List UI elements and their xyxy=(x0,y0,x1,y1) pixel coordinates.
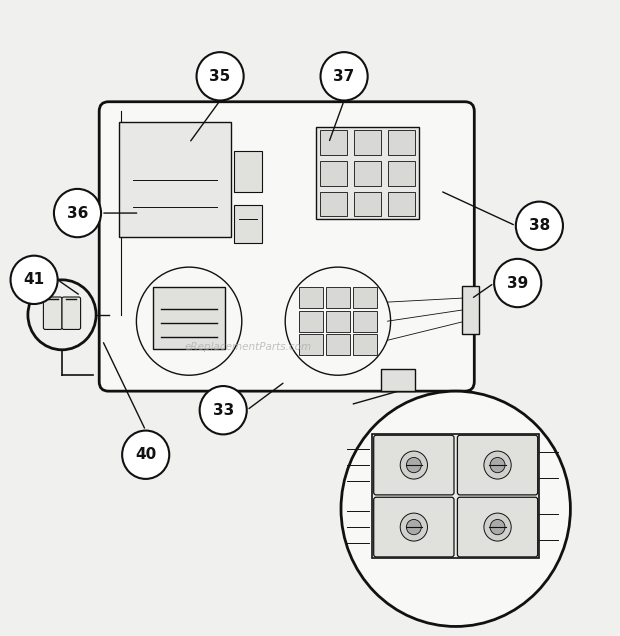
Circle shape xyxy=(490,520,505,535)
Bar xyxy=(353,191,381,216)
Circle shape xyxy=(494,259,541,307)
Circle shape xyxy=(285,267,391,375)
Bar xyxy=(299,334,323,355)
FancyBboxPatch shape xyxy=(153,287,225,349)
FancyBboxPatch shape xyxy=(374,497,454,557)
Bar xyxy=(326,310,350,332)
Circle shape xyxy=(11,256,58,304)
Circle shape xyxy=(136,267,242,375)
Bar xyxy=(326,334,350,355)
Bar xyxy=(388,191,415,216)
Bar xyxy=(299,287,323,308)
Circle shape xyxy=(54,189,101,237)
Bar xyxy=(299,310,323,332)
Text: 33: 33 xyxy=(213,403,234,418)
Circle shape xyxy=(321,52,368,100)
Bar xyxy=(353,130,381,155)
Text: eReplacementParts.com: eReplacementParts.com xyxy=(184,342,312,352)
Circle shape xyxy=(28,280,96,350)
Text: 41: 41 xyxy=(24,272,45,287)
Bar xyxy=(320,191,347,216)
Bar xyxy=(372,434,539,558)
Bar xyxy=(326,287,350,308)
Circle shape xyxy=(484,513,512,541)
Bar xyxy=(320,161,347,186)
Text: 37: 37 xyxy=(334,69,355,84)
Circle shape xyxy=(484,451,512,479)
Text: 38: 38 xyxy=(529,218,550,233)
Circle shape xyxy=(197,52,244,100)
Bar xyxy=(316,127,418,219)
Bar xyxy=(353,310,377,332)
Text: 36: 36 xyxy=(67,205,88,221)
Bar xyxy=(320,130,347,155)
Circle shape xyxy=(401,451,428,479)
Bar xyxy=(388,161,415,186)
Bar xyxy=(353,334,377,355)
Text: 39: 39 xyxy=(507,275,528,291)
Circle shape xyxy=(406,457,422,473)
Circle shape xyxy=(406,520,422,535)
FancyBboxPatch shape xyxy=(234,205,262,243)
FancyBboxPatch shape xyxy=(374,435,454,495)
Bar xyxy=(381,369,415,391)
FancyBboxPatch shape xyxy=(99,102,474,391)
FancyBboxPatch shape xyxy=(62,297,81,329)
FancyBboxPatch shape xyxy=(234,151,262,192)
Text: 40: 40 xyxy=(135,447,156,462)
Circle shape xyxy=(341,391,570,626)
Bar xyxy=(388,130,415,155)
Circle shape xyxy=(122,431,169,479)
FancyBboxPatch shape xyxy=(43,297,62,329)
Bar xyxy=(353,287,377,308)
Bar xyxy=(353,161,381,186)
Text: 35: 35 xyxy=(210,69,231,84)
Circle shape xyxy=(516,202,563,250)
FancyBboxPatch shape xyxy=(458,435,538,495)
FancyBboxPatch shape xyxy=(119,122,231,237)
FancyBboxPatch shape xyxy=(458,497,538,557)
Circle shape xyxy=(401,513,428,541)
Circle shape xyxy=(200,386,247,434)
Bar xyxy=(462,286,479,334)
Circle shape xyxy=(490,457,505,473)
